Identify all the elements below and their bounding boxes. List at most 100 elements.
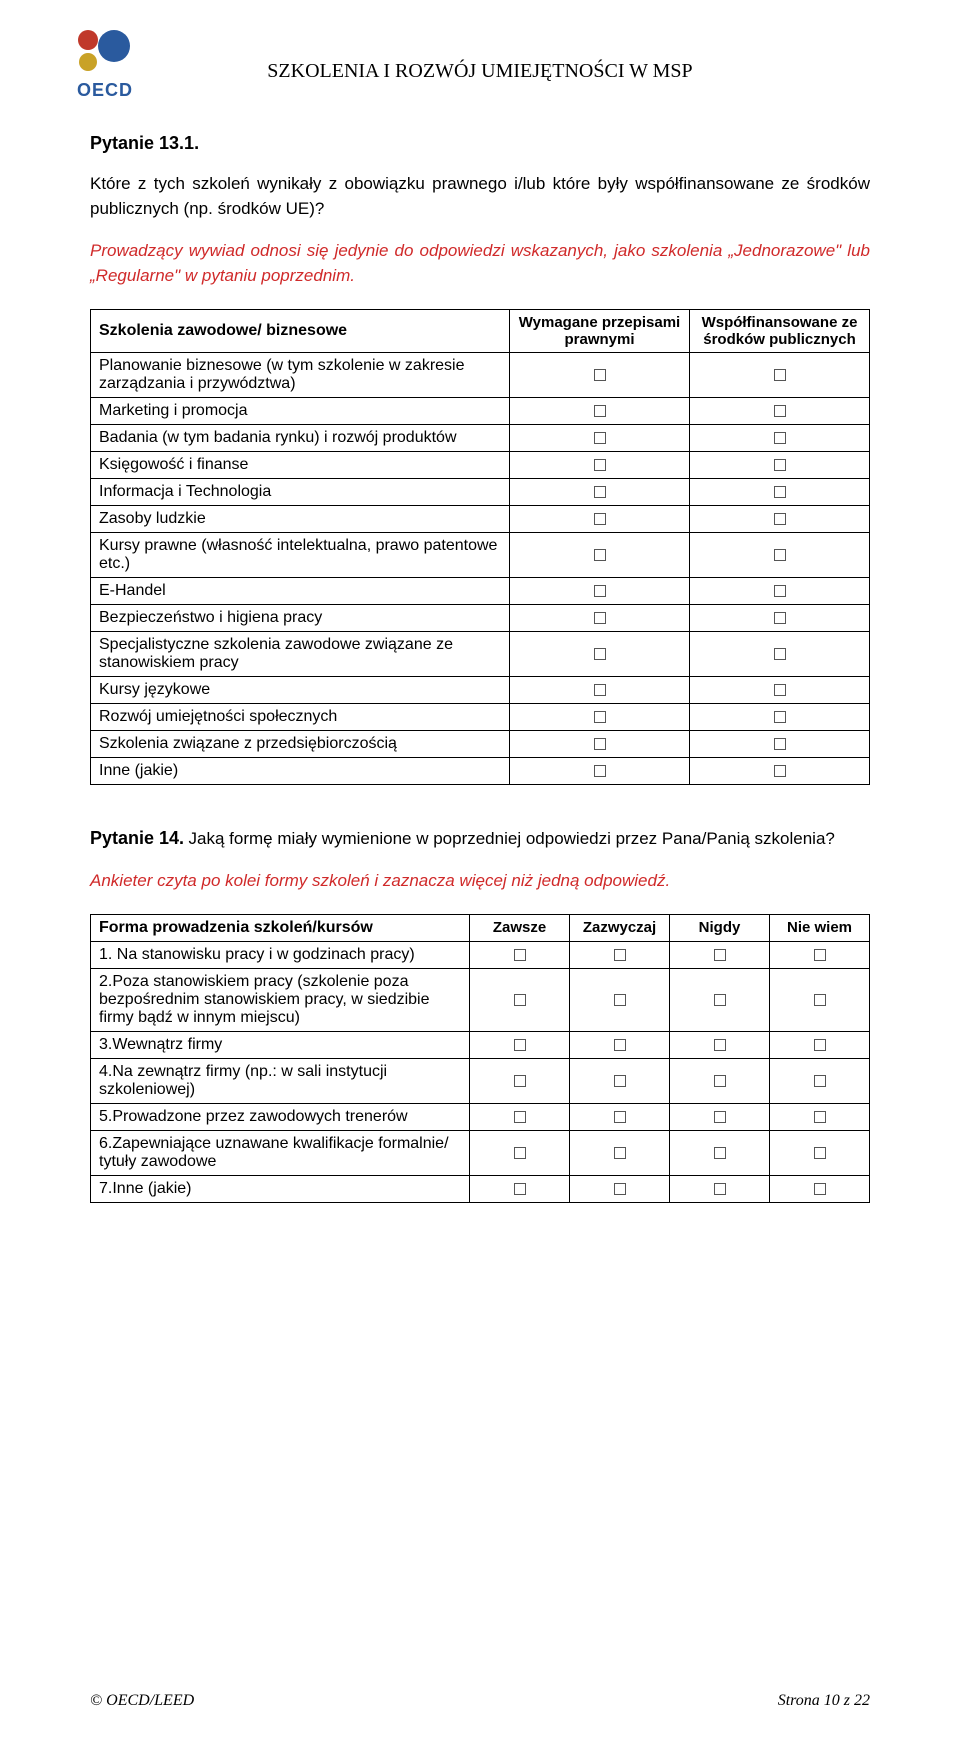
checkbox-icon[interactable]	[594, 612, 606, 624]
checkbox-icon[interactable]	[774, 738, 786, 750]
checkbox-cell[interactable]	[510, 730, 690, 757]
checkbox-cell[interactable]	[470, 968, 570, 1031]
checkbox-cell[interactable]	[470, 1031, 570, 1058]
checkbox-cell[interactable]	[570, 1130, 670, 1175]
checkbox-cell[interactable]	[690, 352, 870, 397]
checkbox-cell[interactable]	[670, 1031, 770, 1058]
checkbox-icon[interactable]	[594, 549, 606, 561]
checkbox-cell[interactable]	[570, 1175, 670, 1202]
checkbox-cell[interactable]	[510, 532, 690, 577]
checkbox-cell[interactable]	[670, 941, 770, 968]
checkbox-icon[interactable]	[594, 711, 606, 723]
checkbox-cell[interactable]	[770, 1031, 870, 1058]
checkbox-cell[interactable]	[770, 1175, 870, 1202]
checkbox-icon[interactable]	[714, 1147, 726, 1159]
checkbox-icon[interactable]	[714, 994, 726, 1006]
checkbox-icon[interactable]	[774, 513, 786, 525]
checkbox-cell[interactable]	[510, 352, 690, 397]
checkbox-icon[interactable]	[814, 1075, 826, 1087]
checkbox-icon[interactable]	[614, 994, 626, 1006]
checkbox-cell[interactable]	[510, 424, 690, 451]
checkbox-icon[interactable]	[514, 1147, 526, 1159]
checkbox-icon[interactable]	[614, 949, 626, 961]
checkbox-icon[interactable]	[774, 459, 786, 471]
checkbox-icon[interactable]	[774, 648, 786, 660]
checkbox-cell[interactable]	[510, 631, 690, 676]
checkbox-cell[interactable]	[690, 397, 870, 424]
checkbox-icon[interactable]	[714, 1075, 726, 1087]
checkbox-icon[interactable]	[594, 684, 606, 696]
checkbox-icon[interactable]	[814, 1111, 826, 1123]
checkbox-icon[interactable]	[774, 369, 786, 381]
checkbox-icon[interactable]	[614, 1075, 626, 1087]
checkbox-icon[interactable]	[774, 585, 786, 597]
checkbox-icon[interactable]	[774, 765, 786, 777]
checkbox-icon[interactable]	[714, 949, 726, 961]
checkbox-icon[interactable]	[594, 738, 606, 750]
checkbox-icon[interactable]	[774, 549, 786, 561]
checkbox-cell[interactable]	[510, 703, 690, 730]
checkbox-icon[interactable]	[594, 369, 606, 381]
checkbox-cell[interactable]	[570, 968, 670, 1031]
checkbox-cell[interactable]	[690, 730, 870, 757]
checkbox-cell[interactable]	[690, 703, 870, 730]
checkbox-icon[interactable]	[714, 1111, 726, 1123]
checkbox-icon[interactable]	[814, 994, 826, 1006]
checkbox-icon[interactable]	[614, 1111, 626, 1123]
checkbox-cell[interactable]	[510, 397, 690, 424]
checkbox-cell[interactable]	[770, 1103, 870, 1130]
checkbox-cell[interactable]	[470, 941, 570, 968]
checkbox-cell[interactable]	[770, 968, 870, 1031]
checkbox-cell[interactable]	[690, 532, 870, 577]
checkbox-cell[interactable]	[470, 1130, 570, 1175]
checkbox-cell[interactable]	[690, 478, 870, 505]
checkbox-cell[interactable]	[770, 1058, 870, 1103]
checkbox-cell[interactable]	[670, 968, 770, 1031]
checkbox-icon[interactable]	[814, 1183, 826, 1195]
checkbox-icon[interactable]	[514, 949, 526, 961]
checkbox-icon[interactable]	[774, 486, 786, 498]
checkbox-cell[interactable]	[510, 604, 690, 631]
checkbox-icon[interactable]	[514, 994, 526, 1006]
checkbox-icon[interactable]	[814, 949, 826, 961]
checkbox-icon[interactable]	[594, 486, 606, 498]
checkbox-cell[interactable]	[570, 1058, 670, 1103]
checkbox-icon[interactable]	[594, 405, 606, 417]
checkbox-cell[interactable]	[570, 941, 670, 968]
checkbox-icon[interactable]	[774, 711, 786, 723]
checkbox-cell[interactable]	[510, 757, 690, 784]
checkbox-icon[interactable]	[814, 1039, 826, 1051]
checkbox-icon[interactable]	[774, 432, 786, 444]
checkbox-icon[interactable]	[774, 405, 786, 417]
checkbox-icon[interactable]	[614, 1039, 626, 1051]
checkbox-cell[interactable]	[670, 1175, 770, 1202]
checkbox-cell[interactable]	[670, 1103, 770, 1130]
checkbox-cell[interactable]	[470, 1058, 570, 1103]
checkbox-icon[interactable]	[594, 459, 606, 471]
checkbox-cell[interactable]	[510, 451, 690, 478]
checkbox-cell[interactable]	[570, 1031, 670, 1058]
checkbox-icon[interactable]	[714, 1039, 726, 1051]
checkbox-cell[interactable]	[690, 676, 870, 703]
checkbox-cell[interactable]	[510, 478, 690, 505]
checkbox-cell[interactable]	[470, 1103, 570, 1130]
checkbox-cell[interactable]	[510, 577, 690, 604]
checkbox-cell[interactable]	[470, 1175, 570, 1202]
checkbox-cell[interactable]	[690, 451, 870, 478]
checkbox-icon[interactable]	[514, 1111, 526, 1123]
checkbox-icon[interactable]	[514, 1039, 526, 1051]
checkbox-cell[interactable]	[510, 676, 690, 703]
checkbox-cell[interactable]	[770, 941, 870, 968]
checkbox-cell[interactable]	[510, 505, 690, 532]
checkbox-icon[interactable]	[814, 1147, 826, 1159]
checkbox-icon[interactable]	[594, 432, 606, 444]
checkbox-cell[interactable]	[570, 1103, 670, 1130]
checkbox-cell[interactable]	[690, 505, 870, 532]
checkbox-cell[interactable]	[770, 1130, 870, 1175]
checkbox-icon[interactable]	[514, 1075, 526, 1087]
checkbox-cell[interactable]	[690, 757, 870, 784]
checkbox-cell[interactable]	[690, 631, 870, 676]
checkbox-cell[interactable]	[670, 1130, 770, 1175]
checkbox-cell[interactable]	[690, 424, 870, 451]
checkbox-icon[interactable]	[594, 513, 606, 525]
